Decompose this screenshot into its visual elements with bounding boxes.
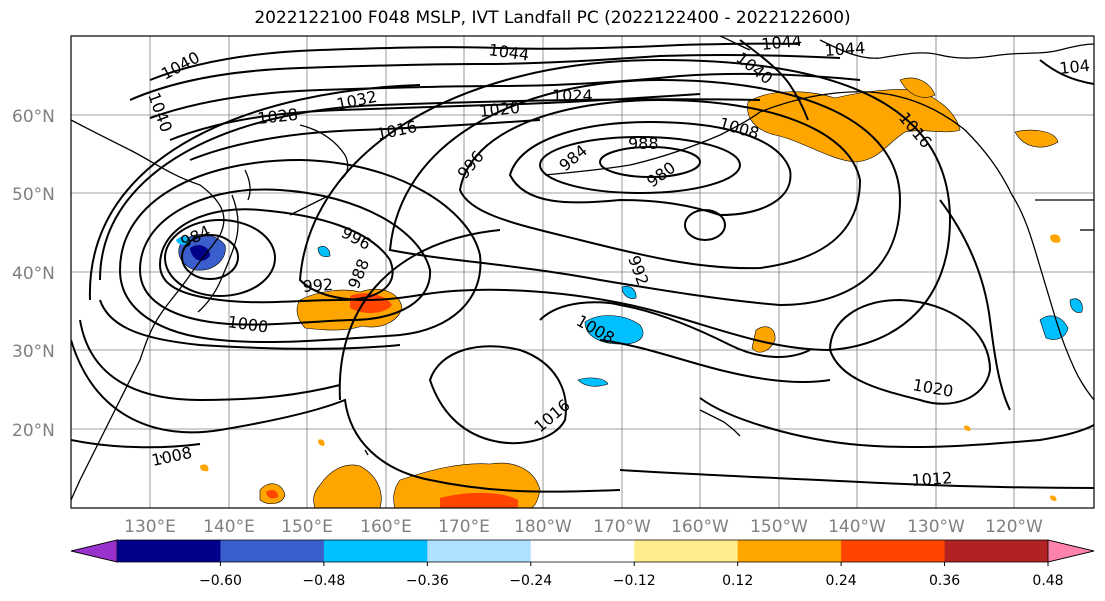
lon-label: 180°W <box>514 517 572 537</box>
lon-label: 120°W <box>985 517 1043 537</box>
lat-label: 60°N <box>12 107 55 127</box>
colorbar-swatch <box>944 540 1049 562</box>
colorbar-swatch <box>117 540 221 562</box>
colorbar-outline <box>70 539 1095 563</box>
contour-label: 1044 <box>824 38 866 60</box>
lat-label: 50°N <box>12 185 55 205</box>
mslp-contours <box>71 39 1094 493</box>
colorbar-tick-label: 0.48 <box>1032 573 1063 589</box>
lon-label: 170°E <box>438 517 490 537</box>
contour-label: 104 <box>1058 56 1090 78</box>
colorbar-swatch <box>323 540 428 562</box>
lat-label: 40°N <box>12 264 55 284</box>
latitude-axis: 60°N 50°N 40°N 30°N 20°N <box>12 107 55 441</box>
colorbar-swatch <box>737 540 842 562</box>
lon-label: 140°W <box>828 517 886 537</box>
contour-label: 1024 <box>552 86 593 105</box>
colorbar-tick-label: 0.36 <box>929 573 960 589</box>
colorbar-swatch <box>220 540 325 562</box>
colorbar-tick-label: −0.36 <box>406 573 449 589</box>
colorbar-tick-label: 0.12 <box>722 573 753 589</box>
colorbar-tick-label: 0.24 <box>826 573 857 589</box>
contour-label: 1044 <box>760 31 802 54</box>
contour-label: 988 <box>628 134 659 153</box>
lon-label: 130°E <box>124 517 176 537</box>
lat-label: 30°N <box>12 342 55 362</box>
coastlines <box>71 36 1094 501</box>
lon-label: 160°W <box>671 517 729 537</box>
lon-label: 150°E <box>281 517 333 537</box>
colorbar-tick-label: −0.24 <box>509 573 552 589</box>
colorbar-tick-label: −0.48 <box>302 573 345 589</box>
lon-label: 170°W <box>593 517 651 537</box>
colorbar-swatch <box>427 540 532 562</box>
chart-title: 2022122100 F048 MSLP, IVT Landfall PC (2… <box>254 8 851 28</box>
colorbar-swatch <box>530 540 635 562</box>
map-frame <box>70 35 1095 509</box>
lon-label: 160°E <box>360 517 412 537</box>
lon-label: 150°W <box>750 517 808 537</box>
contour-label: 1012 <box>911 468 953 490</box>
colorbar-tick-label: −0.12 <box>613 573 656 589</box>
colorbar-extend-low <box>70 539 118 563</box>
lon-label: 140°E <box>203 517 255 537</box>
longitude-axis: 130°E 140°E 150°E 160°E 170°E 180°W 170°… <box>124 517 1043 537</box>
lat-label: 20°N <box>12 421 55 441</box>
lon-label: 130°W <box>907 517 965 537</box>
contour-label: 1020 <box>478 98 520 121</box>
colorbar-swatch <box>634 540 739 562</box>
colorbar: −0.60 −0.48 −0.36 −0.24 −0.12 0.12 0.24 0.36 0.4… <box>70 539 1095 589</box>
colorbar-swatch <box>841 540 946 562</box>
colorbar-tick-label: −0.60 <box>199 573 242 589</box>
colorbar-extend-high <box>1047 539 1095 563</box>
contour-label: 1028 <box>256 105 298 128</box>
contour-label: 992 <box>302 275 334 296</box>
